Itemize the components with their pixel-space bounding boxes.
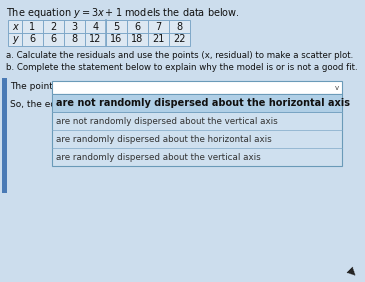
Text: are randomly dispersed about the horizontal axis: are randomly dispersed about the horizon… [56,135,272,144]
Bar [52,94,342,166]
Text: 6: 6 [50,34,57,45]
Text: ▶: ▶ [345,265,358,279]
Text: a. Calculate the residuals and use the points (x, residual) to make a scatter pl: a. Calculate the residuals and use the p… [6,51,353,60]
Bar [2,78,7,193]
Bar [8,20,190,46]
Text: So, the equ: So, the equ [10,100,62,109]
Text: 4: 4 [92,21,99,32]
Text: 2: 2 [50,21,57,32]
Text: The points: The points [10,82,58,91]
Text: are randomly dispersed about the vertical axis: are randomly dispersed about the vertica… [56,153,261,162]
Text: v: v [335,85,339,91]
Text: 3: 3 [72,21,77,32]
Text: x: x [12,21,18,32]
Text: 7: 7 [155,21,162,32]
Text: 8: 8 [176,21,182,32]
Text: are not randomly dispersed about the horizontal axis: are not randomly dispersed about the hor… [56,98,350,108]
Text: y: y [12,34,18,45]
Text: 1: 1 [30,21,35,32]
Text: 21: 21 [152,34,165,45]
Text: 5: 5 [114,21,120,32]
Bar [52,94,342,112]
Text: 22: 22 [173,34,186,45]
Text: are not randomly dispersed about the vertical axis: are not randomly dispersed about the ver… [56,116,278,125]
Text: 6: 6 [134,21,141,32]
Text: b. Complete the statement below to explain why the model is or is not a good fit: b. Complete the statement below to expla… [6,63,358,72]
Bar [52,81,342,94]
Text: 6: 6 [30,34,35,45]
Text: 12: 12 [89,34,102,45]
Text: The equation $y = 3x + 1$ models the data below.: The equation $y = 3x + 1$ models the dat… [6,6,240,20]
Text: 18: 18 [131,34,143,45]
Text: 16: 16 [110,34,123,45]
Bar [52,94,342,112]
Text: 8: 8 [72,34,77,45]
